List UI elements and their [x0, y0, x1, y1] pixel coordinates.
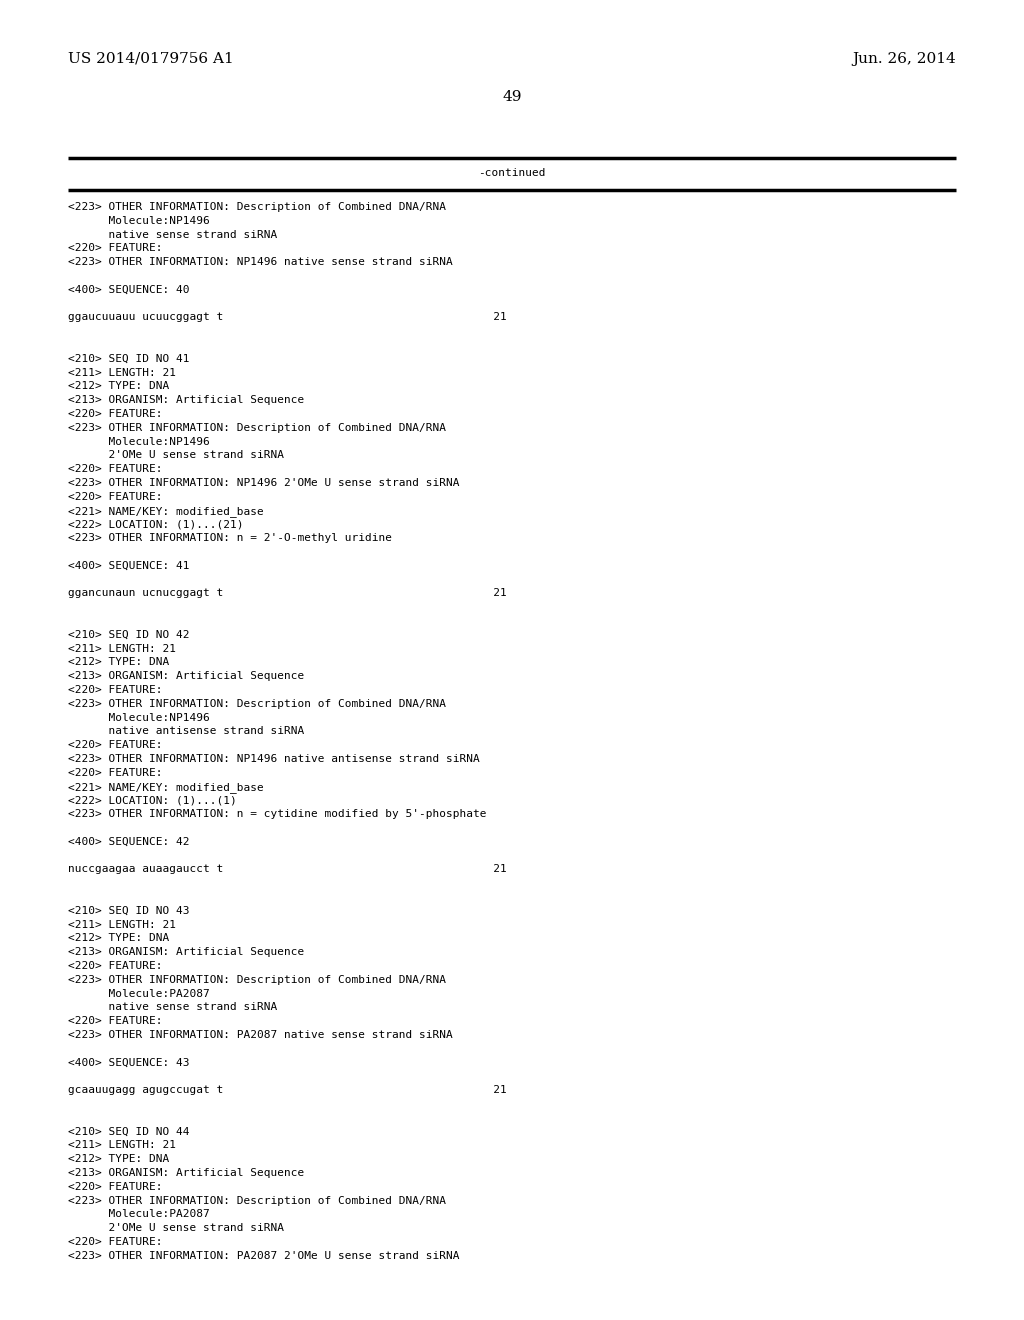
Text: <220> FEATURE:: <220> FEATURE:	[68, 685, 163, 696]
Text: native sense strand siRNA: native sense strand siRNA	[68, 1002, 278, 1012]
Text: <211> LENGTH: 21: <211> LENGTH: 21	[68, 644, 176, 653]
Text: ggaucuuauu ucuucggagt t                                        21: ggaucuuauu ucuucggagt t 21	[68, 313, 507, 322]
Text: Molecule:NP1496: Molecule:NP1496	[68, 215, 210, 226]
Text: <210> SEQ ID NO 44: <210> SEQ ID NO 44	[68, 1126, 189, 1137]
Text: <211> LENGTH: 21: <211> LENGTH: 21	[68, 920, 176, 929]
Text: <220> FEATURE:: <220> FEATURE:	[68, 492, 163, 502]
Text: 2'OMe U sense strand siRNA: 2'OMe U sense strand siRNA	[68, 450, 284, 461]
Text: <221> NAME/KEY: modified_base: <221> NAME/KEY: modified_base	[68, 781, 264, 792]
Text: <223> OTHER INFORMATION: NP1496 native sense strand siRNA: <223> OTHER INFORMATION: NP1496 native s…	[68, 257, 453, 267]
Text: <210> SEQ ID NO 42: <210> SEQ ID NO 42	[68, 630, 189, 640]
Text: Molecule:NP1496: Molecule:NP1496	[68, 713, 210, 722]
Text: Molecule:PA2087: Molecule:PA2087	[68, 1209, 210, 1220]
Text: <400> SEQUENCE: 40: <400> SEQUENCE: 40	[68, 285, 189, 294]
Text: <223> OTHER INFORMATION: Description of Combined DNA/RNA: <223> OTHER INFORMATION: Description of …	[68, 974, 446, 985]
Text: <223> OTHER INFORMATION: NP1496 2'OMe U sense strand siRNA: <223> OTHER INFORMATION: NP1496 2'OMe U …	[68, 478, 460, 488]
Text: <220> FEATURE:: <220> FEATURE:	[68, 961, 163, 972]
Text: <220> FEATURE:: <220> FEATURE:	[68, 409, 163, 418]
Text: <223> OTHER INFORMATION: Description of Combined DNA/RNA: <223> OTHER INFORMATION: Description of …	[68, 698, 446, 709]
Text: <223> OTHER INFORMATION: PA2087 2'OMe U sense strand siRNA: <223> OTHER INFORMATION: PA2087 2'OMe U …	[68, 1251, 460, 1261]
Text: Molecule:NP1496: Molecule:NP1496	[68, 437, 210, 446]
Text: <210> SEQ ID NO 41: <210> SEQ ID NO 41	[68, 354, 189, 364]
Text: US 2014/0179756 A1: US 2014/0179756 A1	[68, 51, 233, 66]
Text: <400> SEQUENCE: 43: <400> SEQUENCE: 43	[68, 1057, 189, 1068]
Text: <211> LENGTH: 21: <211> LENGTH: 21	[68, 1140, 176, 1151]
Text: <220> FEATURE:: <220> FEATURE:	[68, 1016, 163, 1026]
Text: <223> OTHER INFORMATION: NP1496 native antisense strand siRNA: <223> OTHER INFORMATION: NP1496 native a…	[68, 754, 480, 764]
Text: native antisense strand siRNA: native antisense strand siRNA	[68, 726, 304, 737]
Text: <213> ORGANISM: Artificial Sequence: <213> ORGANISM: Artificial Sequence	[68, 671, 304, 681]
Text: <220> FEATURE:: <220> FEATURE:	[68, 1237, 163, 1247]
Text: <223> OTHER INFORMATION: n = 2'-O-methyl uridine: <223> OTHER INFORMATION: n = 2'-O-methyl…	[68, 533, 392, 544]
Text: <222> LOCATION: (1)...(1): <222> LOCATION: (1)...(1)	[68, 796, 237, 805]
Text: <223> OTHER INFORMATION: PA2087 native sense strand siRNA: <223> OTHER INFORMATION: PA2087 native s…	[68, 1030, 453, 1040]
Text: <213> ORGANISM: Artificial Sequence: <213> ORGANISM: Artificial Sequence	[68, 948, 304, 957]
Text: -continued: -continued	[478, 168, 546, 178]
Text: nuccgaagaa auaagaucct t                                        21: nuccgaagaa auaagaucct t 21	[68, 865, 507, 874]
Text: Molecule:PA2087: Molecule:PA2087	[68, 989, 210, 999]
Text: <400> SEQUENCE: 41: <400> SEQUENCE: 41	[68, 561, 189, 570]
Text: <220> FEATURE:: <220> FEATURE:	[68, 465, 163, 474]
Text: <223> OTHER INFORMATION: Description of Combined DNA/RNA: <223> OTHER INFORMATION: Description of …	[68, 1196, 446, 1205]
Text: <211> LENGTH: 21: <211> LENGTH: 21	[68, 367, 176, 378]
Text: <221> NAME/KEY: modified_base: <221> NAME/KEY: modified_base	[68, 506, 264, 516]
Text: <212> TYPE: DNA: <212> TYPE: DNA	[68, 1154, 169, 1164]
Text: native sense strand siRNA: native sense strand siRNA	[68, 230, 278, 240]
Text: gcaauugagg agugccugat t                                        21: gcaauugagg agugccugat t 21	[68, 1085, 507, 1096]
Text: Jun. 26, 2014: Jun. 26, 2014	[852, 51, 956, 66]
Text: 2'OMe U sense strand siRNA: 2'OMe U sense strand siRNA	[68, 1224, 284, 1233]
Text: <223> OTHER INFORMATION: Description of Combined DNA/RNA: <223> OTHER INFORMATION: Description of …	[68, 422, 446, 433]
Text: <220> FEATURE:: <220> FEATURE:	[68, 768, 163, 777]
Text: <213> ORGANISM: Artificial Sequence: <213> ORGANISM: Artificial Sequence	[68, 395, 304, 405]
Text: <213> ORGANISM: Artificial Sequence: <213> ORGANISM: Artificial Sequence	[68, 1168, 304, 1177]
Text: <220> FEATURE:: <220> FEATURE:	[68, 741, 163, 750]
Text: <400> SEQUENCE: 42: <400> SEQUENCE: 42	[68, 837, 189, 847]
Text: <212> TYPE: DNA: <212> TYPE: DNA	[68, 933, 169, 944]
Text: <222> LOCATION: (1)...(21): <222> LOCATION: (1)...(21)	[68, 519, 244, 529]
Text: 49: 49	[502, 90, 522, 104]
Text: ggancunaun ucnucggagt t                                        21: ggancunaun ucnucggagt t 21	[68, 589, 507, 598]
Text: <223> OTHER INFORMATION: Description of Combined DNA/RNA: <223> OTHER INFORMATION: Description of …	[68, 202, 446, 213]
Text: <210> SEQ ID NO 43: <210> SEQ ID NO 43	[68, 906, 189, 916]
Text: <212> TYPE: DNA: <212> TYPE: DNA	[68, 381, 169, 392]
Text: <212> TYPE: DNA: <212> TYPE: DNA	[68, 657, 169, 668]
Text: <223> OTHER INFORMATION: n = cytidine modified by 5'-phosphate: <223> OTHER INFORMATION: n = cytidine mo…	[68, 809, 486, 820]
Text: <220> FEATURE:: <220> FEATURE:	[68, 1181, 163, 1192]
Text: <220> FEATURE:: <220> FEATURE:	[68, 243, 163, 253]
